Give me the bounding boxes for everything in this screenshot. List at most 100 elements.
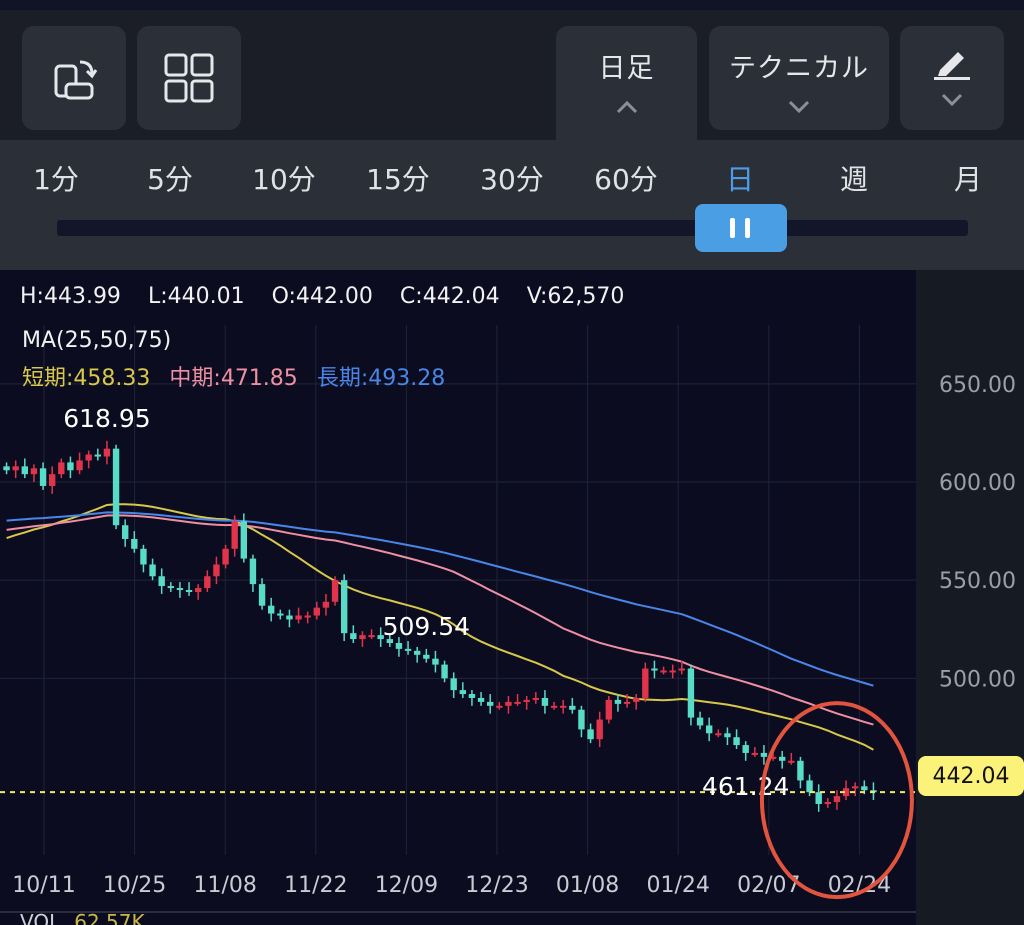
period-day[interactable]: 日 — [725, 163, 754, 196]
candle-body — [58, 462, 65, 475]
ohlc-readout: H:443.99 L:440.01 O:442.00 C:442.04 V:62… — [20, 284, 644, 309]
candle-body — [696, 717, 704, 726]
candle-body — [359, 635, 366, 640]
period-60min[interactable]: 60分 — [594, 163, 658, 196]
candle-body — [404, 648, 412, 651]
period-10min[interactable]: 10分 — [252, 163, 316, 196]
candle-body — [523, 699, 530, 702]
chart-toolbar: 日足 テクニカル — [0, 0, 1024, 144]
ma-long-value: 長期:493.28 — [316, 366, 446, 391]
period-month[interactable]: 月 — [953, 163, 982, 196]
candle-body — [258, 584, 266, 606]
candle-body — [742, 745, 749, 753]
rotate-screen-icon — [50, 54, 98, 102]
candle-body — [441, 664, 448, 679]
candle-body — [176, 588, 184, 591]
chevron-down-icon — [941, 92, 963, 111]
candle-body — [724, 733, 731, 738]
candle-body — [286, 615, 293, 620]
period-selector-panel: 1分 5分 10分 15分 30分 60分 日 週 月 — [0, 140, 1024, 270]
candle-body — [514, 701, 521, 704]
candle-body — [85, 454, 92, 461]
candle-body — [778, 756, 786, 761]
ma-short-line — [6, 503, 874, 751]
period-30min[interactable]: 30分 — [480, 163, 544, 196]
rotate-screen-button[interactable] — [22, 26, 126, 130]
period-week[interactable]: 週 — [839, 163, 868, 196]
candle-body — [213, 564, 220, 577]
candle-body — [833, 796, 841, 802]
candle-body — [48, 474, 56, 486]
ma-indicator-title: MA(25,50,75) — [22, 328, 172, 353]
candle-body — [304, 615, 311, 618]
candle-body — [632, 697, 640, 702]
candle-body — [715, 733, 722, 736]
period-5min[interactable]: 5分 — [147, 163, 193, 196]
candle-body — [94, 454, 102, 457]
volume-title-value: 62.57K — [74, 910, 145, 925]
technical-dropdown-label: テクニカル — [729, 53, 869, 84]
candle-body — [158, 576, 165, 587]
candle-body — [121, 525, 129, 539]
x-tick-label: 01/24 — [646, 873, 709, 898]
y-tick-label: 600.00 — [939, 471, 1016, 496]
chevron-up-icon — [616, 99, 638, 118]
ma-mid-line — [6, 514, 874, 726]
candle-body — [842, 788, 850, 797]
candle-body — [12, 466, 19, 471]
price-annotation: 618.95 — [63, 404, 150, 433]
candle-body — [578, 709, 585, 730]
price-annotation: 509.54 — [383, 612, 470, 641]
candle-body — [477, 697, 485, 702]
candle-body — [267, 605, 275, 614]
layout-grid-button[interactable] — [137, 26, 241, 130]
candle-body — [669, 670, 676, 673]
handle-grip-line — [745, 218, 750, 238]
chevron-down-icon — [788, 99, 810, 118]
candle-body — [623, 701, 631, 704]
candle-body — [678, 668, 686, 671]
candle-body — [587, 729, 594, 740]
pencil-icon — [932, 46, 972, 84]
price-chart[interactable]: 650.00 600.00 550.00 500.00 10/11 10/25 11/08 1… — [0, 270, 1024, 925]
candle-body — [788, 760, 795, 763]
candle-body — [30, 468, 38, 475]
period-slider-handle[interactable] — [695, 204, 787, 252]
candle-body — [39, 468, 47, 486]
drawing-tool-button[interactable] — [900, 26, 1004, 130]
open-value: O:442.00 — [271, 284, 373, 309]
candle-body — [705, 725, 713, 734]
candle-body — [21, 466, 29, 475]
volume-indicator-label: VOL 62.57K — [20, 910, 145, 925]
close-value: C:442.04 — [399, 284, 500, 309]
candle-body — [112, 448, 120, 526]
candle-body — [368, 635, 375, 638]
candle-body — [395, 643, 403, 649]
candle-body — [386, 639, 394, 643]
period-1min[interactable]: 1分 — [33, 163, 79, 196]
technical-dropdown[interactable]: テクニカル — [709, 26, 889, 130]
candle-body — [350, 633, 357, 640]
candle-body — [277, 613, 284, 616]
candle-body — [185, 590, 193, 592]
candle-body — [76, 460, 83, 471]
candle-body — [614, 699, 622, 704]
candle-body — [204, 576, 211, 589]
candle-body — [605, 699, 613, 720]
candle-body — [423, 654, 430, 659]
period-dropdown[interactable]: 日足 — [556, 26, 697, 144]
candle-body — [851, 786, 859, 789]
period-dropdown-label: 日足 — [598, 53, 655, 84]
volume-value: V:62,570 — [526, 284, 625, 309]
price-axis — [916, 270, 1024, 925]
candle-body — [413, 650, 421, 655]
period-15min[interactable]: 15分 — [366, 163, 430, 196]
period-slider-track[interactable] — [57, 220, 968, 236]
candle-body — [496, 705, 503, 708]
volume-title: VOL — [20, 910, 61, 925]
handle-grip-line — [730, 218, 735, 238]
y-tick-label: 550.00 — [939, 569, 1016, 594]
candle-body — [67, 462, 74, 471]
candle-body — [377, 635, 384, 640]
candle-body — [222, 548, 229, 565]
